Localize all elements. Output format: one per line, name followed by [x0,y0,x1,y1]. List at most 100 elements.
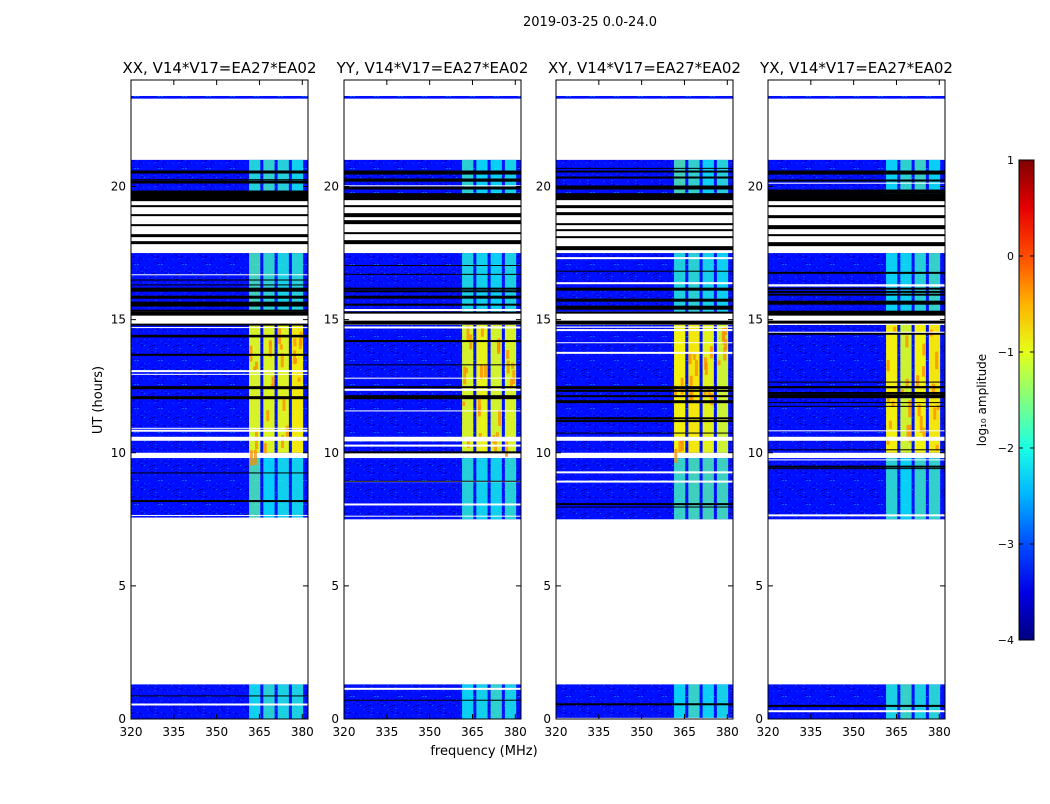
rfi-band [462,253,474,312]
colorbar: 1 0 −1 −2 −3 −4 log₁₀ amplitude [975,154,1035,647]
y-tick-label: 20 [111,180,126,194]
x-tick-label: 335 [799,725,822,739]
x-tick-label: 380 [928,725,951,739]
colorbar-tick-label: −1 [998,346,1014,359]
rfi-band [702,684,714,719]
y-tick-label: 10 [111,446,126,460]
y-tick-label: 10 [536,446,551,460]
data-block [768,95,945,99]
y-tick-label: 10 [324,446,339,460]
rfi-band [900,324,912,453]
rfi-band [702,458,714,520]
rfi-band [716,684,729,719]
rfi-band [476,458,488,520]
colorbar-tick-label: 0 [1007,250,1014,263]
x-tick-label: 335 [375,725,398,739]
rfi-band [928,458,941,520]
panel-title: XY, V14*V17=EA27*EA02 [548,59,741,77]
y-tick-label: 20 [324,180,339,194]
colorbar-tick-label: 1 [1007,154,1014,167]
x-tick-label: 365 [461,725,484,739]
panel-1: XX, V14*V17=EA27*EA02 320 335 350 365 380 0 5 10… [111,59,317,739]
data-block [131,95,308,99]
rfi-band [914,684,926,719]
rfi-band [702,159,714,200]
rfi-band [914,253,926,312]
rfi-band [900,253,912,312]
rfi-band [249,458,261,520]
rfi-band [462,458,474,520]
x-tick-label: 320 [333,725,356,739]
x-tick-label: 320 [120,725,143,739]
rfi-band [291,458,304,520]
rfi-band [291,684,304,719]
rfi-band [476,253,488,312]
y-tick-label: 10 [748,446,763,460]
rfi-band [886,458,898,520]
rfi-band [886,324,898,453]
colorbar-tick-label: −3 [998,538,1014,551]
x-tick-label: 350 [630,725,653,739]
y-tick-label: 0 [118,712,126,726]
rfi-band [886,684,898,719]
x-tick-label: 350 [842,725,865,739]
panel-3: XY, V14*V17=EA27*EA02 320 335 350 365 380 0 5 10… [536,59,741,739]
panel-title: YY, V14*V17=EA27*EA02 [336,59,529,77]
rfi-band [716,159,729,200]
rfi-band [476,684,488,719]
rfi-band [490,253,502,312]
rfi-band [462,684,474,719]
rfi-band [249,684,261,719]
rfi-band [277,684,289,719]
x-tick-label: 335 [162,725,185,739]
rfi-band [674,684,686,719]
x-tick-label: 365 [248,725,271,739]
x-axis-label: frequency (MHz) [430,744,537,759]
rfi-band [263,684,275,719]
x-tick-label: 365 [885,725,908,739]
data-block [556,95,733,99]
colorbar-tick-label: −4 [998,634,1014,647]
y-tick-label: 5 [755,579,763,593]
y-tick-label: 5 [118,579,126,593]
y-tick-label: 20 [536,180,551,194]
y-tick-label: 15 [536,313,551,327]
y-tick-label: 0 [755,712,763,726]
rfi-band [928,253,941,312]
y-tick-label: 15 [748,313,763,327]
colorbar-label: log₁₀ amplitude [975,354,989,446]
rfi-band [249,253,261,312]
rfi-band [490,458,502,520]
rfi-band [886,253,898,312]
rfi-band [490,684,502,719]
y-tick-label: 15 [324,313,339,327]
x-tick-label: 320 [545,725,568,739]
rfi-band [263,253,275,312]
panel-title: YX, V14*V17=EA27*EA02 [759,59,953,77]
x-tick-label: 335 [587,725,610,739]
panel-title: XX, V14*V17=EA27*EA02 [122,59,316,77]
colorbar-tick-label: −2 [998,442,1014,455]
x-tick-label: 350 [205,725,228,739]
rfi-band [263,458,275,520]
y-tick-label: 5 [331,579,339,593]
rfi-band [688,684,700,719]
panel-2: YY, V14*V17=EA27*EA02 320 335 350 365 380 0 5 10… [324,59,529,739]
panel-4: YX, V14*V17=EA27*EA02 320 335 350 365 380 0 5 10… [748,59,953,739]
y-tick-label: 0 [331,712,339,726]
rfi-band [928,684,941,719]
y-tick-label: 20 [748,180,763,194]
rfi-band [277,458,289,520]
rfi-band [914,324,926,453]
rfi-band [914,458,926,520]
rfi-band [900,458,912,520]
y-axis-label: UT (hours) [91,366,106,434]
x-tick-label: 365 [673,725,696,739]
data-block [344,95,521,99]
rfi-band [674,159,686,200]
x-tick-label: 380 [716,725,739,739]
rfi-band [688,159,700,200]
rfi-band [688,458,700,520]
